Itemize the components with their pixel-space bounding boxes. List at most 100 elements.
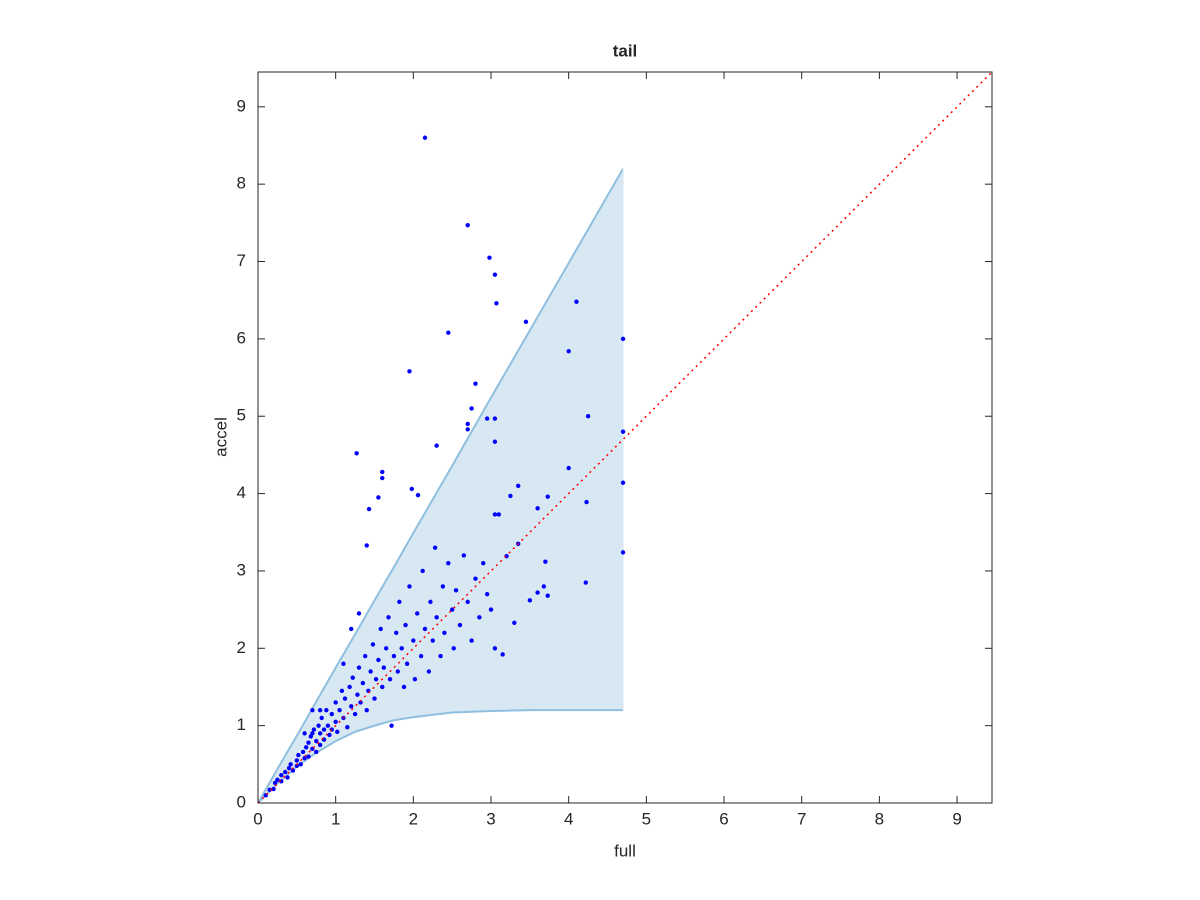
point bbox=[585, 414, 591, 419]
point bbox=[461, 553, 467, 558]
point bbox=[620, 429, 626, 434]
point bbox=[407, 369, 412, 374]
point bbox=[453, 588, 459, 593]
y-tick-label: 2 bbox=[237, 638, 246, 657]
point bbox=[465, 222, 470, 228]
point bbox=[473, 576, 478, 581]
point bbox=[432, 545, 438, 550]
y-tick-label: 0 bbox=[237, 792, 246, 811]
point bbox=[303, 745, 309, 750]
point bbox=[290, 768, 296, 773]
point bbox=[314, 738, 319, 744]
chart-title: tail bbox=[613, 41, 638, 60]
point bbox=[356, 665, 362, 670]
point bbox=[397, 599, 402, 605]
point bbox=[440, 584, 446, 589]
point bbox=[404, 661, 410, 666]
point bbox=[545, 593, 550, 598]
point bbox=[345, 724, 350, 730]
point bbox=[438, 653, 443, 659]
point bbox=[286, 765, 292, 771]
point bbox=[469, 638, 474, 643]
point bbox=[620, 550, 626, 555]
point bbox=[296, 752, 301, 758]
point bbox=[494, 301, 499, 306]
point bbox=[426, 669, 432, 674]
point bbox=[412, 677, 418, 682]
point bbox=[541, 584, 547, 589]
point bbox=[376, 495, 381, 500]
band-upper-edge bbox=[257, 168, 624, 804]
x-tick-label: 6 bbox=[719, 809, 728, 828]
point bbox=[327, 732, 332, 738]
point bbox=[465, 599, 470, 605]
point bbox=[339, 688, 345, 694]
point bbox=[321, 727, 327, 732]
point bbox=[333, 700, 338, 705]
point bbox=[543, 559, 548, 564]
point bbox=[465, 421, 470, 427]
point bbox=[317, 742, 323, 748]
y-tick-label: 4 bbox=[237, 483, 246, 502]
point bbox=[484, 591, 490, 597]
point bbox=[484, 416, 490, 421]
point bbox=[349, 704, 354, 709]
point bbox=[481, 561, 486, 566]
point bbox=[422, 135, 428, 140]
point bbox=[488, 607, 494, 612]
point bbox=[566, 349, 571, 354]
point bbox=[473, 381, 478, 386]
point bbox=[401, 684, 407, 690]
y-tick-label: 5 bbox=[237, 406, 246, 425]
point bbox=[457, 622, 463, 628]
point bbox=[368, 669, 373, 674]
point bbox=[535, 590, 540, 595]
point bbox=[306, 740, 311, 745]
point bbox=[272, 780, 278, 786]
point bbox=[310, 731, 315, 736]
point bbox=[302, 755, 307, 761]
point bbox=[341, 661, 346, 666]
y-tick-label: 7 bbox=[237, 251, 246, 270]
point bbox=[349, 626, 354, 632]
point bbox=[492, 512, 498, 517]
y-tick-label: 1 bbox=[237, 715, 246, 734]
x-tick-label: 2 bbox=[409, 809, 418, 828]
point bbox=[329, 711, 334, 717]
point bbox=[279, 772, 284, 778]
point bbox=[418, 653, 424, 659]
point bbox=[451, 646, 456, 651]
point bbox=[516, 483, 521, 489]
y-tick-label: 9 bbox=[237, 96, 246, 115]
point bbox=[442, 630, 447, 636]
point bbox=[325, 723, 331, 728]
point bbox=[378, 626, 383, 632]
point bbox=[409, 486, 414, 492]
x-tick-label: 4 bbox=[564, 809, 573, 828]
point bbox=[446, 330, 451, 335]
point bbox=[512, 620, 517, 625]
point bbox=[415, 611, 420, 616]
point bbox=[496, 512, 501, 517]
point bbox=[314, 749, 319, 755]
y-tick-label: 6 bbox=[237, 328, 246, 347]
point bbox=[428, 599, 433, 605]
point bbox=[387, 677, 393, 682]
point bbox=[317, 731, 323, 736]
point bbox=[620, 480, 626, 485]
point bbox=[399, 646, 404, 651]
point bbox=[316, 723, 321, 728]
point bbox=[523, 319, 529, 325]
point bbox=[373, 677, 379, 682]
point bbox=[364, 543, 369, 548]
point bbox=[535, 506, 540, 511]
x-tick-label: 3 bbox=[486, 809, 495, 828]
point bbox=[298, 762, 303, 767]
point bbox=[317, 707, 323, 713]
point bbox=[566, 465, 571, 471]
point bbox=[492, 439, 498, 444]
point bbox=[492, 272, 498, 277]
x-tick-label: 5 bbox=[642, 809, 651, 828]
point bbox=[415, 492, 421, 498]
